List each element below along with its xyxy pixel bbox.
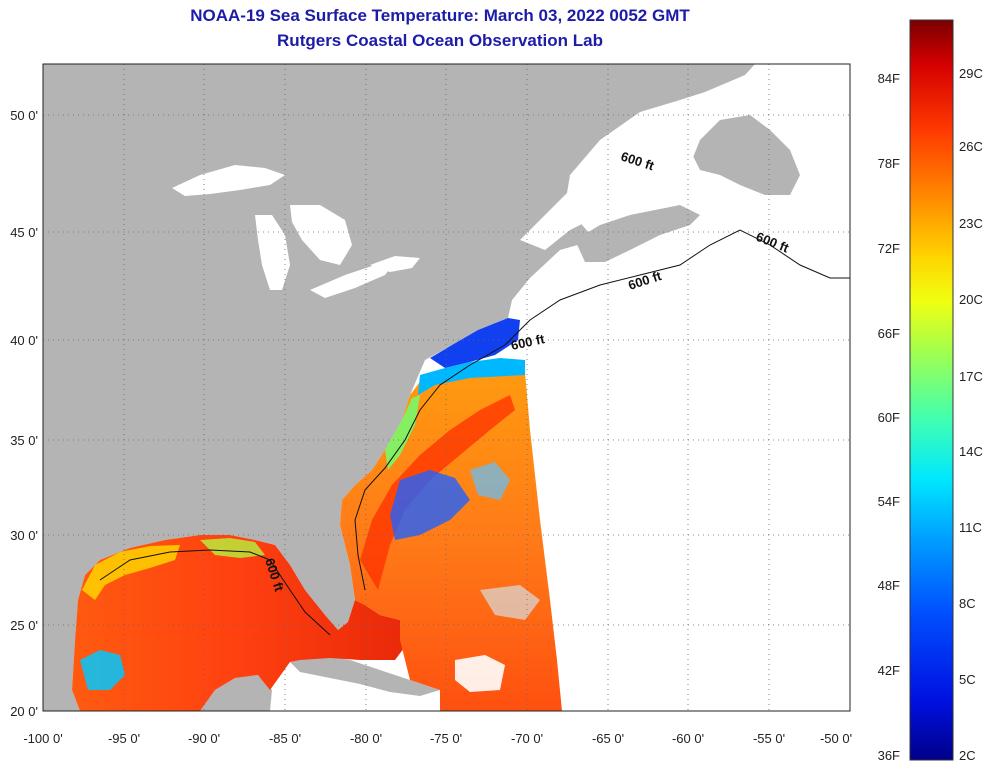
lon-label: -70 0'	[511, 731, 543, 746]
sst-gulf-north-yellow	[200, 538, 265, 558]
colorbar-c-label: 26C	[959, 139, 983, 154]
sst-shelf-blue	[430, 318, 520, 368]
colorbar: 84F 78F 72F 66F 60F 54F 48F 42F 36F 29C …	[878, 19, 983, 763]
map-frame	[42, 63, 851, 712]
lon-label: -65 0'	[592, 731, 624, 746]
lon-label: -85 0'	[269, 731, 301, 746]
lon-label: -50 0'	[820, 731, 852, 746]
colorbar-f-label: 84F	[878, 71, 900, 86]
lat-label: 35 0'	[10, 433, 38, 448]
sst-cloud-patch-3	[455, 655, 505, 692]
lake-ontario	[370, 256, 420, 272]
map-title: NOAA-19 Sea Surface Temperature: March 0…	[190, 6, 690, 25]
lat-label: 30 0'	[10, 528, 38, 543]
sst-cloud-patch-1	[390, 470, 470, 540]
lon-label: -100 0'	[23, 731, 62, 746]
map-subtitle: Rutgers Coastal Ocean Observation Lab	[277, 31, 603, 50]
lon-label: -80 0'	[350, 731, 382, 746]
sst-cloud-patch-4	[480, 585, 540, 620]
colorbar-c-label: 8C	[959, 596, 976, 611]
sst-gulf-of-mexico	[72, 535, 410, 711]
isobath-label-4: 600 ft	[510, 331, 547, 353]
colorbar-c-label: 17C	[959, 369, 983, 384]
colorbar-c-label: 23C	[959, 216, 983, 231]
colorbar-f-label: 36F	[878, 748, 900, 763]
lat-label: 45 0'	[10, 225, 38, 240]
lat-axis: 50 0' 45 0' 40 0' 35 0' 30 0' 25 0' 20 0…	[10, 108, 38, 719]
lake-superior	[172, 165, 285, 196]
lake-erie	[310, 262, 395, 298]
colorbar-c-label: 11C	[959, 520, 982, 535]
colorbar-f-label: 78F	[878, 156, 900, 171]
land-newfoundland	[690, 115, 800, 195]
isobath-600ft	[99, 229, 850, 636]
colorbar-f-label: 54F	[878, 494, 900, 509]
colorbar-f-label: 48F	[878, 578, 900, 593]
lat-label: 40 0'	[10, 333, 38, 348]
colorbar-c-labels: 29C 26C 23C 20C 17C 14C 11C 8C 5C 2C	[959, 66, 983, 763]
lon-label: -55 0'	[753, 731, 785, 746]
lake-huron	[290, 205, 352, 265]
colorbar-f-label: 66F	[878, 326, 900, 341]
colorbar-f-label: 42F	[878, 663, 900, 678]
lat-label: 20 0'	[10, 704, 38, 719]
sst-cloud-patch-2	[470, 462, 510, 500]
lat-label: 50 0'	[10, 108, 38, 123]
colorbar-f-labels: 84F 78F 72F 66F 60F 54F 48F 42F 36F	[878, 71, 900, 763]
sst-gulf-west-cool	[82, 545, 180, 600]
map-body	[43, 64, 850, 711]
sst-gulf-cyan-patch	[80, 650, 125, 690]
colorbar-f-label: 72F	[878, 241, 900, 256]
colorbar-c-label: 29C	[959, 66, 983, 81]
lon-label: -75 0'	[430, 731, 462, 746]
lat-label: 25 0'	[10, 618, 38, 633]
sst-gulf-stream	[360, 395, 515, 590]
lon-axis: -100 0' -95 0' -90 0' -85 0' -80 0' -75 …	[23, 731, 852, 746]
land-yucatan	[200, 675, 272, 711]
colorbar-c-label: 14C	[959, 444, 983, 459]
lake-michigan	[255, 215, 290, 290]
colorbar-c-label: 20C	[959, 292, 983, 307]
sst-shelf-cyan	[418, 358, 525, 395]
sst-shelf-green	[385, 395, 420, 470]
land-cuba	[290, 655, 440, 696]
lon-label: -60 0'	[672, 731, 704, 746]
colorbar-c-label: 2C	[959, 748, 976, 763]
colorbar-gradient	[909, 19, 954, 761]
lon-label: -95 0'	[108, 731, 140, 746]
lon-label: -90 0'	[188, 731, 220, 746]
gulf-st-lawrence	[520, 125, 700, 250]
colorbar-c-label: 5C	[959, 672, 976, 687]
land-nova-scotia	[575, 205, 700, 262]
colorbar-f-label: 60F	[878, 410, 900, 425]
